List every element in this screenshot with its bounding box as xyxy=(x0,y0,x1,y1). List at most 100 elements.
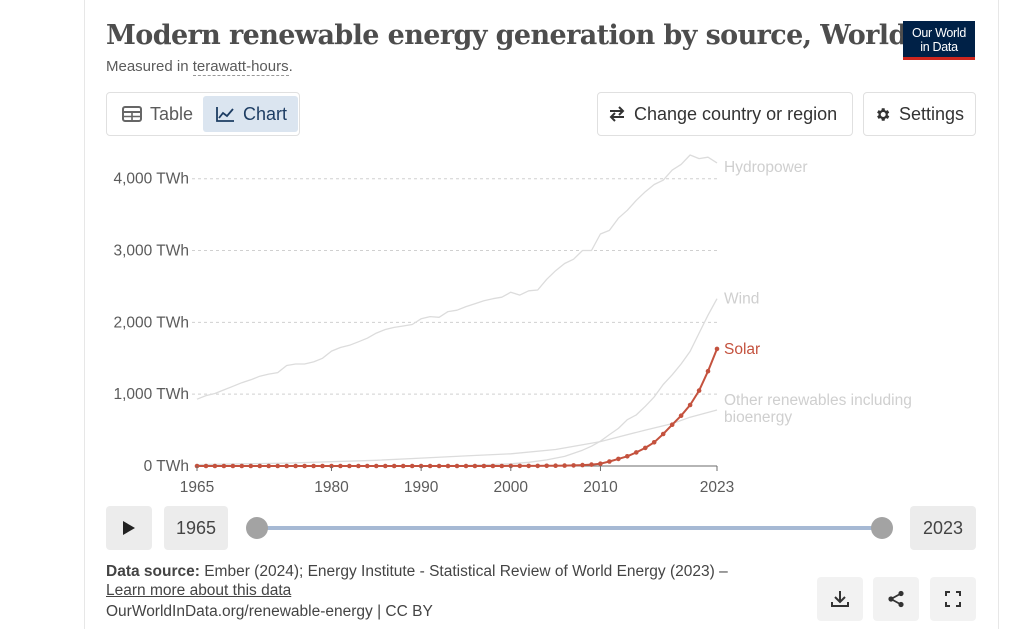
solar-point xyxy=(275,463,281,469)
solar-point xyxy=(651,440,657,445)
solar-point xyxy=(526,463,531,469)
tab-table-label: Table xyxy=(150,103,194,124)
solar-point xyxy=(643,445,648,451)
solar-point xyxy=(589,462,594,467)
solar-point xyxy=(427,463,433,469)
source-text: Ember (2024); Energy Institute - Statist… xyxy=(204,563,728,580)
solar-point xyxy=(320,463,325,469)
fullscreen-button[interactable] xyxy=(930,577,976,621)
solar-point xyxy=(383,463,388,469)
series-label-hydropower: Hydropower xyxy=(724,159,808,176)
y-tick-label: 1,000 TWh xyxy=(113,386,189,403)
x-tick-label: 1965 xyxy=(180,479,214,496)
solar-point xyxy=(409,463,415,469)
settings-button[interactable]: Settings xyxy=(863,92,976,136)
solar-point xyxy=(257,463,263,469)
subtitle-suffix: . xyxy=(288,58,293,75)
solar-point xyxy=(669,422,675,428)
y-tick-label: 3,000 TWh xyxy=(113,243,189,260)
solar-point xyxy=(535,463,540,469)
solar-point xyxy=(625,454,630,459)
solar-point xyxy=(436,463,442,469)
learn-more-link[interactable]: Learn more about this data xyxy=(106,582,292,599)
solar-point xyxy=(266,463,272,469)
share-button[interactable] xyxy=(873,577,919,621)
solar-point xyxy=(481,463,487,469)
solar-point xyxy=(338,463,343,469)
fullscreen-icon xyxy=(945,591,961,607)
x-tick-label: 2000 xyxy=(494,479,529,496)
solar-point xyxy=(365,463,370,469)
solar-point xyxy=(445,463,451,469)
download-button[interactable] xyxy=(817,577,863,621)
solar-point xyxy=(678,413,684,419)
series-label-wind: Wind xyxy=(724,291,759,308)
y-tick-label: 2,000 TWh xyxy=(113,314,189,331)
x-tick-label: 1980 xyxy=(314,479,349,496)
tab-table[interactable]: Table xyxy=(110,96,206,132)
solar-point xyxy=(472,463,478,469)
solar-point xyxy=(221,463,227,469)
series-line-other-renewables-including-bioenergy xyxy=(196,409,718,466)
gear-icon xyxy=(877,107,890,121)
data-source-note: Data source: Ember (2024); Energy Instit… xyxy=(106,562,728,600)
change-country-label: Change country or region xyxy=(634,103,838,124)
logo-line-1: Our World xyxy=(911,26,967,40)
play-icon xyxy=(123,521,135,535)
solar-point xyxy=(311,463,316,469)
footer-url[interactable]: OurWorldInData.org/renewable-energy | CC… xyxy=(106,603,433,620)
timeline-end-handle[interactable] xyxy=(871,517,893,539)
solar-point xyxy=(212,463,218,469)
owid-logo[interactable]: Our World in Data xyxy=(903,21,975,60)
solar-point xyxy=(463,463,469,469)
solar-point xyxy=(374,463,379,469)
series-label-other-renewables-including-bioenergy: Other renewables including bioenergy xyxy=(724,392,912,426)
subtitle-prefix: Measured in xyxy=(106,58,193,75)
download-icon xyxy=(831,591,849,607)
solar-point xyxy=(203,463,209,469)
frame-left-border xyxy=(84,0,85,629)
solar-point xyxy=(293,463,298,469)
y-tick-label: 4,000 TWh xyxy=(113,171,189,188)
solar-point xyxy=(607,459,612,464)
timeline-track[interactable] xyxy=(256,526,882,530)
solar-point xyxy=(490,463,496,469)
solar-point xyxy=(660,431,666,437)
play-button[interactable] xyxy=(106,506,152,550)
solar-point xyxy=(230,463,236,469)
solar-point xyxy=(705,368,711,374)
solar-point xyxy=(347,463,352,469)
share-icon xyxy=(888,590,904,608)
end-year-label[interactable]: 2023 xyxy=(910,506,976,550)
x-tick-label: 2010 xyxy=(583,479,618,496)
x-tick-label: 2023 xyxy=(700,479,734,496)
tab-chart-label: Chart xyxy=(243,103,288,124)
timeline-start-handle[interactable] xyxy=(246,517,268,539)
solar-point xyxy=(248,463,254,469)
frame-right-border xyxy=(998,0,999,629)
line-chart: 0 TWh 1,000 TWh 2,000 TWh 3,000 TWh 4,000 TW… xyxy=(113,154,912,496)
solar-point xyxy=(714,346,720,352)
solar-point xyxy=(553,463,558,469)
solar-point xyxy=(562,463,567,468)
line-chart-icon xyxy=(216,107,234,122)
solar-point xyxy=(616,456,621,462)
solar-point xyxy=(696,388,702,393)
solar-point xyxy=(302,463,307,469)
settings-label: Settings xyxy=(899,103,965,124)
change-country-button[interactable]: Change country or region xyxy=(597,92,853,136)
y-tick-label: 0 TWh xyxy=(144,458,189,475)
view-toggle: Table Chart xyxy=(106,92,300,136)
series-label-solar: Solar xyxy=(724,341,760,358)
tab-chart[interactable]: Chart xyxy=(203,96,298,132)
solar-point xyxy=(544,463,549,469)
series-line-hydropower xyxy=(196,154,718,400)
unit-link[interactable]: terawatt-hours xyxy=(192,58,289,76)
series-line-wind xyxy=(196,298,718,467)
solar-point xyxy=(284,463,290,469)
table-icon xyxy=(122,106,142,122)
solar-point xyxy=(400,463,406,469)
start-year-label[interactable]: 1965 xyxy=(164,506,228,550)
source-label: Data source: xyxy=(106,563,200,580)
solar-point xyxy=(391,463,397,469)
